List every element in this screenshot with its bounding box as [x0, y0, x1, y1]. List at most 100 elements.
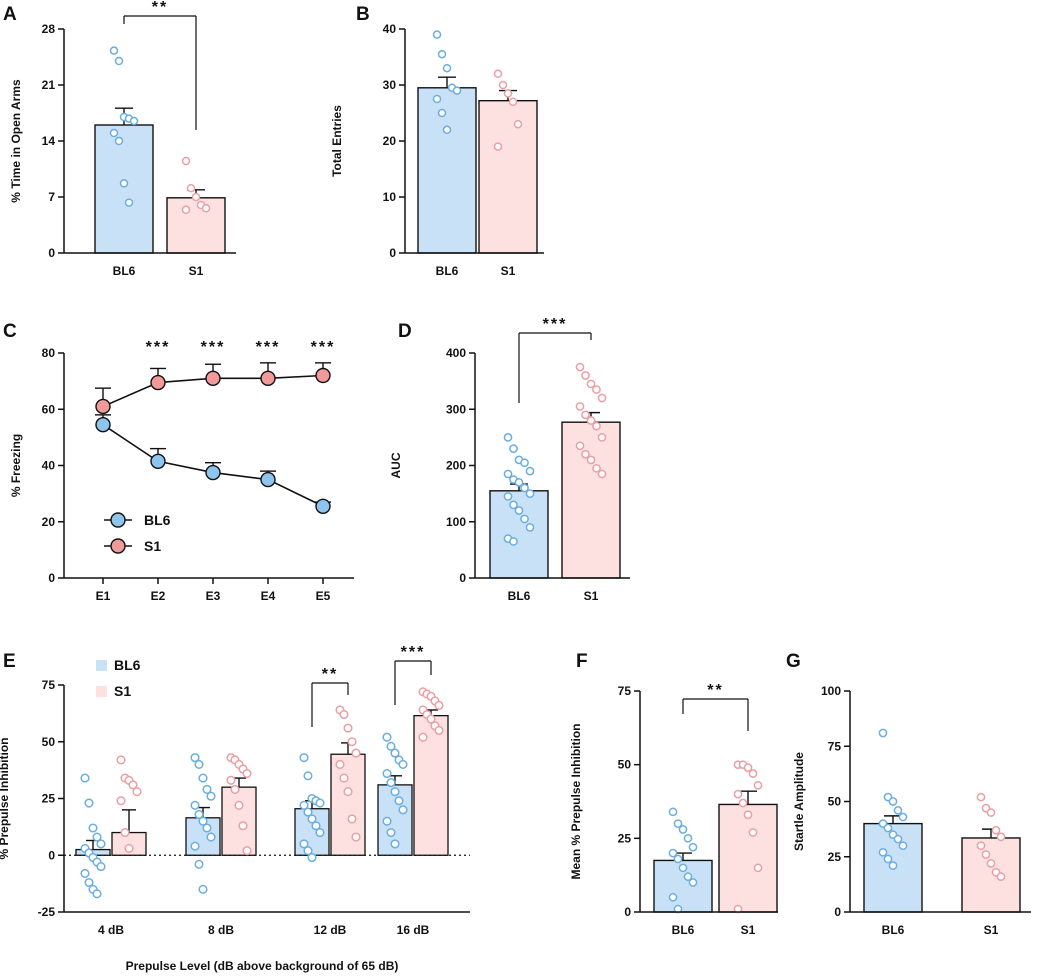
series-marker-s1 — [150, 374, 166, 391]
data-point — [437, 108, 447, 118]
data-point — [678, 863, 688, 873]
x-tick-label: 8 dB — [208, 923, 234, 937]
data-point — [198, 773, 208, 783]
x-tick-label: 16 dB — [397, 923, 430, 937]
data-point — [878, 728, 888, 738]
data-point — [299, 753, 309, 763]
data-point — [592, 385, 601, 394]
y-tick-label: 28 — [42, 22, 56, 36]
data-point — [315, 828, 325, 838]
data-point — [343, 787, 353, 797]
x-tick-label: S1 — [741, 923, 756, 937]
data-point — [186, 183, 196, 193]
data-point — [92, 832, 102, 842]
x-tick-label: E4 — [261, 589, 276, 603]
data-point — [898, 812, 908, 822]
data-point — [586, 379, 596, 389]
data-point — [597, 469, 607, 479]
legend-label: S1 — [144, 538, 161, 554]
y-tick-label: 300 — [446, 402, 466, 416]
x-tick-label: BL6 — [113, 264, 136, 278]
series-marker-bl6 — [315, 498, 331, 514]
data-point — [493, 69, 503, 79]
data-point — [116, 796, 126, 806]
data-point — [748, 769, 758, 778]
y-tick-label: 0 — [48, 848, 55, 862]
y-tick-label: 50 — [618, 758, 632, 772]
data-point — [181, 156, 191, 166]
y-tick-label: 0 — [48, 246, 55, 260]
data-point — [509, 444, 518, 453]
data-point — [525, 466, 535, 476]
data-point — [230, 784, 240, 794]
data-point — [883, 854, 893, 864]
data-point — [426, 714, 436, 724]
x-tick-label: 12 dB — [314, 923, 347, 937]
bar-s1 — [961, 837, 1021, 913]
data-point — [124, 198, 134, 207]
data-point — [96, 862, 106, 872]
data-point — [315, 798, 325, 808]
x-tick-label: BL6 — [672, 923, 695, 937]
data-point — [109, 46, 119, 55]
x-tick-label: S1 — [501, 264, 516, 278]
series-marker-s1 — [315, 367, 331, 384]
data-point — [303, 771, 313, 781]
series-marker-s1 — [205, 370, 221, 387]
data-point — [351, 748, 361, 758]
data-point — [202, 823, 212, 833]
significance-label: *** — [543, 316, 568, 333]
data-point — [128, 780, 138, 790]
data-point — [129, 116, 139, 126]
data-point — [114, 56, 124, 66]
legend-label: S1 — [114, 683, 131, 699]
x-tick-label: BL6 — [508, 589, 531, 603]
data-point — [398, 759, 408, 770]
significance-label: *** — [146, 339, 171, 356]
series-marker-bl6 — [95, 417, 111, 433]
data-point — [190, 841, 200, 851]
data-point — [242, 846, 252, 856]
data-point — [898, 841, 908, 851]
data-point — [80, 868, 90, 878]
data-point — [194, 809, 204, 819]
data-point — [688, 878, 698, 887]
bar-s1 — [478, 99, 538, 254]
data-point — [503, 433, 513, 442]
data-point — [194, 859, 204, 869]
chart-panel-F: F 0 25 50 75 Mean % Prepulse Inhibition BL6 S1 *… — [569, 651, 778, 937]
data-point — [132, 787, 142, 797]
significance-label: ** — [707, 682, 723, 699]
y-tick-label: 0 — [624, 905, 631, 919]
data-point — [493, 142, 503, 151]
y-tick-label: 20 — [42, 515, 56, 529]
data-point — [597, 393, 607, 403]
data-point — [753, 780, 763, 790]
data-point — [299, 839, 309, 849]
data-point — [683, 872, 693, 881]
bar-bl6 — [94, 124, 154, 254]
data-point — [986, 859, 996, 868]
legend-marker-s1 — [110, 538, 126, 554]
data-point — [503, 469, 513, 479]
chart-panel-B: B 0 10 20 30 40 Total Entries BL6 S1 — [330, 4, 544, 278]
data-point — [442, 63, 452, 73]
data-point — [80, 773, 90, 783]
data-point — [434, 700, 444, 710]
data-point — [888, 797, 898, 806]
y-tick-label: 100 — [821, 684, 841, 698]
data-point — [581, 371, 590, 380]
series-marker-bl6 — [150, 453, 166, 469]
data-point — [382, 816, 392, 826]
legend-label: BL6 — [144, 512, 171, 528]
y-tick-label: 10 — [383, 190, 397, 204]
data-point — [688, 842, 698, 852]
data-point — [668, 848, 678, 858]
data-point — [513, 119, 523, 129]
data-point — [234, 800, 244, 810]
legend-swatch-s1 — [96, 686, 107, 697]
data-point — [592, 463, 601, 473]
data-point — [514, 478, 524, 487]
data-point — [991, 825, 1001, 835]
